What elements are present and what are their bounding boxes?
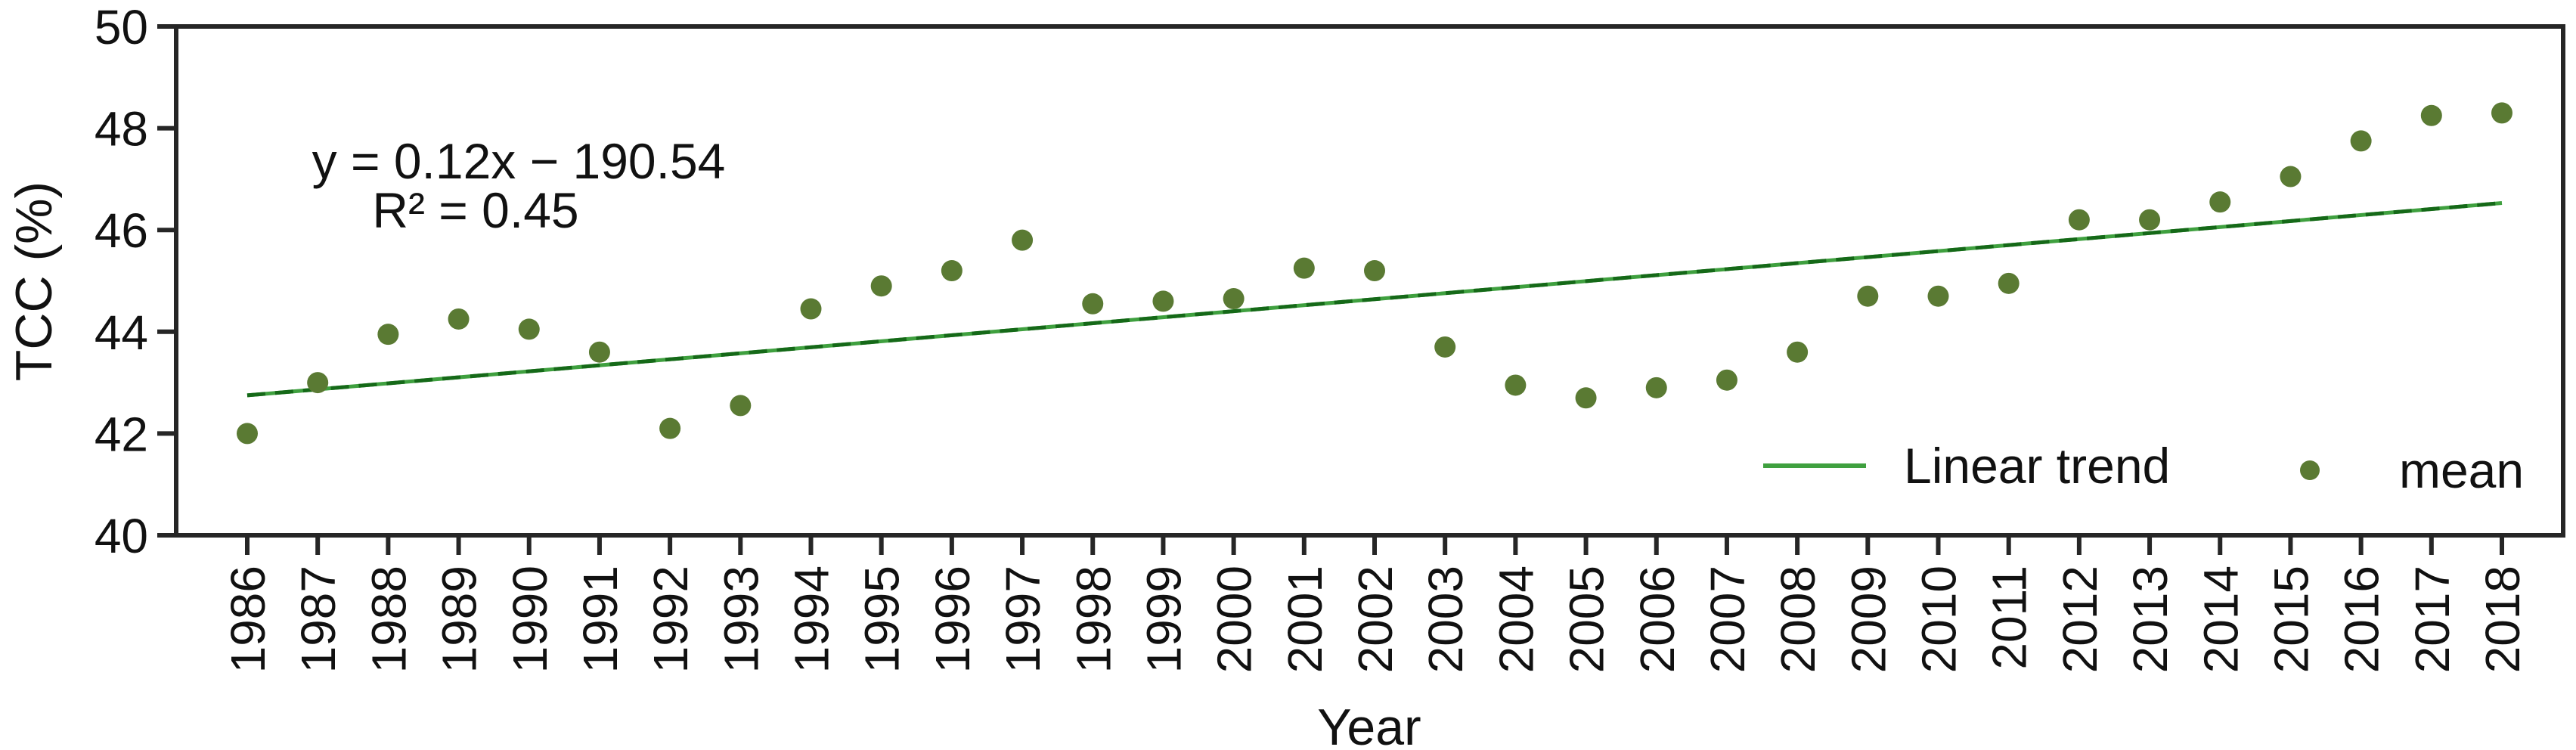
- data-point: [730, 395, 752, 417]
- x-tick-label: 1988: [361, 566, 416, 673]
- x-tick-label: 2018: [2475, 566, 2530, 673]
- x-tick-label: 2009: [1841, 566, 1896, 673]
- x-tick-label: 2002: [1348, 566, 1403, 673]
- data-point: [588, 341, 610, 363]
- data-point: [1434, 336, 1456, 358]
- scatter-points: [237, 102, 2512, 445]
- data-point: [870, 275, 892, 297]
- y-tick-label: 48: [95, 102, 148, 157]
- data-point: [1012, 229, 1034, 251]
- x-tick-label: 2007: [1700, 566, 1755, 673]
- data-point: [2420, 104, 2442, 126]
- x-tick-label: 2014: [2193, 566, 2248, 673]
- data-point: [1293, 257, 1315, 279]
- x-tick-label: 1990: [503, 566, 557, 673]
- data-point: [2491, 102, 2512, 124]
- legend-mean-dot-sample: [2300, 460, 2320, 480]
- x-tick-label: 2012: [2053, 566, 2107, 673]
- trend-line-dashed: [246, 201, 2503, 398]
- x-axis-title: Year: [1317, 699, 1421, 750]
- legend: Linear trend mean: [1763, 438, 2524, 498]
- data-point: [941, 260, 963, 282]
- y-axis-tick-labels: 40 42 44 46 48 50: [95, 0, 148, 563]
- x-tick-label: 1986: [221, 566, 275, 673]
- y-axis-title: TCC (%): [5, 181, 63, 381]
- data-point: [1505, 374, 1527, 396]
- x-tick-label: 2004: [1489, 566, 1543, 673]
- plot-frame: [174, 24, 2565, 538]
- data-point: [377, 324, 399, 346]
- y-tick-label: 40: [95, 509, 148, 563]
- data-point: [1223, 288, 1245, 310]
- data-point: [1787, 341, 1809, 363]
- x-tick-label: 2003: [1418, 566, 1473, 673]
- data-point: [2068, 209, 2090, 231]
- x-tick-label: 2017: [2405, 566, 2460, 673]
- data-point: [448, 308, 470, 330]
- x-tick-label: 2015: [2264, 566, 2318, 673]
- x-tick-label: 2000: [1207, 566, 1262, 673]
- x-tick-label: 2006: [1630, 566, 1685, 673]
- data-point: [659, 417, 681, 439]
- x-tick-label: 2008: [1771, 566, 1825, 673]
- r-squared-label: R² = 0.45: [372, 182, 578, 238]
- x-tick-label: 1991: [573, 566, 628, 673]
- x-tick-label: 2001: [1278, 566, 1332, 673]
- x-tick-label: 1997: [996, 566, 1050, 673]
- x-tick-label: 1993: [714, 566, 768, 673]
- data-point: [2139, 209, 2161, 231]
- data-point: [2209, 191, 2231, 213]
- x-tick-label: 2013: [2123, 566, 2178, 673]
- data-point: [1082, 293, 1104, 315]
- y-tick-label: 42: [95, 407, 148, 461]
- x-tick-label: 1989: [432, 566, 487, 673]
- x-tick-label: 1987: [291, 566, 346, 673]
- x-tick-label: 1995: [855, 566, 910, 673]
- x-tick-label: 1992: [643, 566, 698, 673]
- data-point: [1927, 285, 1949, 307]
- data-point: [1998, 272, 2020, 294]
- x-tick-label: 1998: [1066, 566, 1121, 673]
- data-point: [237, 423, 258, 445]
- y-tick-label: 44: [95, 305, 148, 360]
- data-point: [2280, 166, 2302, 188]
- data-point: [307, 372, 329, 394]
- data-point: [1152, 290, 1174, 312]
- data-point: [1645, 377, 1667, 398]
- data-point: [1716, 369, 1737, 391]
- linear-trend-line: [246, 201, 2503, 398]
- y-tick-label: 46: [95, 203, 148, 258]
- data-point: [1364, 260, 1385, 282]
- x-tick-label: 1994: [785, 566, 839, 673]
- x-axis-tick-labels: 1986 1987 1988 1989 1990 1991 1992 1993 1994 1995…: [221, 566, 2530, 673]
- x-tick-label: 1996: [925, 566, 980, 673]
- trend-equation-label: y = 0.12x − 190.54: [312, 133, 726, 189]
- legend-mean-label: mean: [2399, 442, 2524, 498]
- x-tick-label: 2011: [1982, 566, 2037, 670]
- x-tick-label: 2010: [1912, 566, 1967, 673]
- x-tick-label: 2005: [1560, 566, 1614, 673]
- legend-trend-label: Linear trend: [1904, 438, 2170, 494]
- x-tick-label: 2016: [2335, 566, 2389, 673]
- data-point: [518, 318, 540, 340]
- data-point: [2350, 130, 2372, 152]
- y-axis-ticks: [157, 24, 176, 538]
- data-point: [1575, 387, 1597, 409]
- y-tick-label: 50: [95, 0, 148, 54]
- data-point: [1857, 285, 1879, 307]
- data-point: [800, 298, 822, 320]
- x-tick-label: 1999: [1136, 566, 1191, 673]
- x-axis-ticks: [245, 535, 2504, 555]
